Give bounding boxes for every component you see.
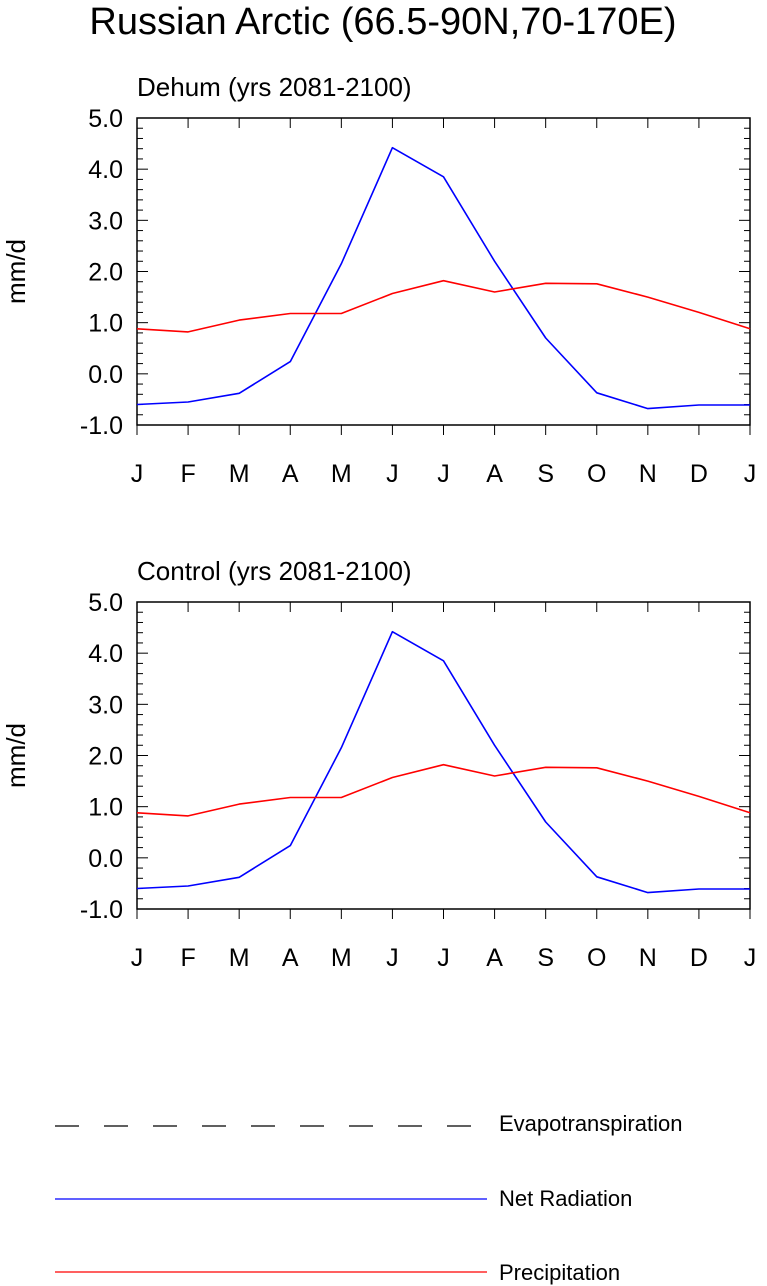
- x-tick-label: N: [639, 944, 657, 972]
- x-tick-label: A: [282, 944, 299, 972]
- x-tick-label: O: [587, 944, 606, 972]
- x-tick-label: O: [587, 460, 606, 488]
- precipitation-line: [136, 279, 751, 333]
- legend-net-radiation-label: Net Radiation: [499, 1186, 632, 1211]
- x-tick-label: S: [537, 460, 554, 488]
- x-tick-label: D: [690, 944, 708, 972]
- precipitation-line: [136, 763, 751, 817]
- x-tick-label: N: [639, 460, 657, 488]
- x-tick-label: F: [180, 460, 195, 488]
- panel-title: Control (yrs 2081-2100): [137, 556, 412, 586]
- x-tick-label: F: [180, 944, 195, 972]
- panel-title: Dehum (yrs 2081-2100): [137, 72, 412, 102]
- plot-frame: [136, 601, 751, 910]
- y-tick-label: 4.0: [88, 640, 123, 668]
- y-tick-label: 5.0: [88, 105, 123, 133]
- x-tick-label: A: [486, 460, 503, 488]
- y-tick-label: 0.0: [88, 361, 123, 389]
- y-axis-label: mm/d: [1, 723, 31, 788]
- net-radiation-line: [136, 146, 750, 410]
- y-tick-label: 1.0: [88, 310, 123, 338]
- x-tick-label: A: [282, 460, 299, 488]
- y-tick-label: 3.0: [88, 207, 123, 235]
- x-tick-label: J: [386, 944, 399, 972]
- y-tick-label: 4.0: [88, 156, 123, 184]
- x-tick-label: M: [331, 460, 352, 488]
- legend-evapotranspiration-label: Evapotranspiration: [499, 1111, 682, 1136]
- dehum-panel: Dehum (yrs 2081-2100) mm/d 5.0 4.0 3.0 2.0 1.0…: [1, 72, 756, 488]
- y-tick-label: -1.0: [80, 412, 123, 440]
- y-axis-label: mm/d: [1, 239, 31, 304]
- x-tick-label: J: [386, 460, 399, 488]
- x-tick-label: A: [486, 944, 503, 972]
- legend: Evapotranspiration Net Radiation Precipi…: [55, 1111, 682, 1285]
- control-panel: Control (yrs 2081-2100) mm/d 5.0 4.0 3.0 2.0 1…: [1, 556, 756, 972]
- y-tick-label: 3.0: [88, 691, 123, 719]
- x-tick-label: J: [744, 460, 757, 488]
- y-tick-label: 1.0: [88, 794, 123, 822]
- x-tick-label: J: [131, 944, 144, 972]
- y-tick-label: 2.0: [88, 259, 123, 287]
- plot-frame: [136, 117, 751, 426]
- x-tick-label: J: [437, 460, 450, 488]
- x-tick-label: M: [331, 944, 352, 972]
- legend-precipitation-label: Precipitation: [499, 1260, 620, 1285]
- x-tick-label: J: [744, 944, 757, 972]
- net-radiation-line: [136, 630, 750, 894]
- x-tick-label: J: [131, 460, 144, 488]
- x-tick-label: M: [229, 460, 250, 488]
- y-tick-label: 5.0: [88, 589, 123, 617]
- x-tick-label: M: [229, 944, 250, 972]
- y-tick-label: 2.0: [88, 743, 123, 771]
- y-tick-label: -1.0: [80, 896, 123, 924]
- x-tick-label: J: [437, 944, 450, 972]
- figure-title: Russian Arctic (66.5-90N,70-170E): [89, 1, 676, 43]
- y-tick-label: 0.0: [88, 845, 123, 873]
- x-tick-label: S: [537, 944, 554, 972]
- x-tick-label: D: [690, 460, 708, 488]
